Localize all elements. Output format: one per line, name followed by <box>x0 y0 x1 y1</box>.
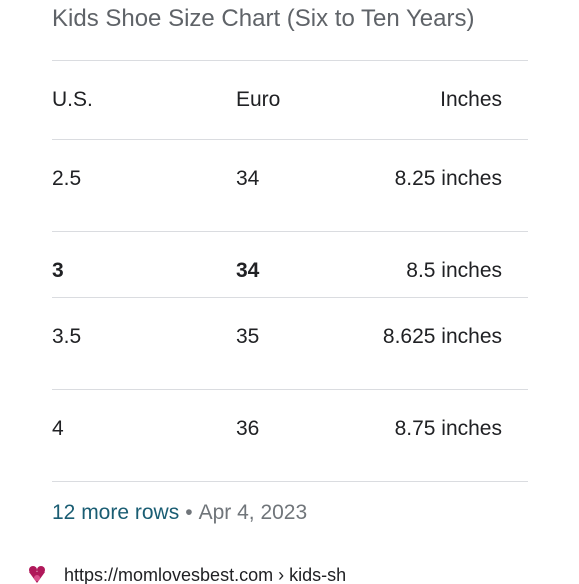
cell-us: 2.5 <box>52 167 82 190</box>
source-url[interactable]: https://momlovesbest.com › kids-sh <box>64 565 347 584</box>
cell-inches: 8.25 inches <box>394 167 502 190</box>
table-row: 4 36 8.75 inches <box>52 390 528 482</box>
table-row: 3 34 8.5 inches <box>52 232 528 298</box>
snippet-date: Apr 4, 2023 <box>198 501 308 524</box>
table-header-row: U.S. Euro Inches <box>52 61 528 140</box>
cell-euro: 36 <box>236 417 260 440</box>
source-result[interactable]: https://momlovesbest.com › kids-sh <box>26 560 566 584</box>
cell-inches: 8.625 inches <box>382 325 502 348</box>
cell-us: 3 <box>52 259 64 282</box>
header-euro: Euro <box>236 88 281 111</box>
table-row: 3.5 35 8.625 inches <box>52 298 528 390</box>
snippet-footer: 12 more rows • Apr 4, 2023 <box>52 500 307 526</box>
header-us: U.S. <box>52 88 93 111</box>
cell-inches: 8.5 inches <box>406 259 502 282</box>
cell-us: 4 <box>52 417 64 440</box>
size-table: U.S. Euro Inches 2.5 34 8.25 inches 3 34… <box>52 60 528 482</box>
cell-inches: 8.75 inches <box>394 417 502 440</box>
cell-euro: 35 <box>236 325 260 348</box>
cell-euro: 34 <box>236 259 260 282</box>
heart-logo-icon <box>26 564 48 584</box>
snippet-title: Kids Shoe Size Chart (Six to Ten Years) <box>52 5 475 32</box>
table-row: 2.5 34 8.25 inches <box>52 140 528 232</box>
cell-us: 3.5 <box>52 325 82 348</box>
separator-dot: • <box>185 501 193 524</box>
more-rows-link[interactable]: 12 more rows <box>52 501 180 524</box>
cell-euro: 34 <box>236 167 260 190</box>
header-inches: Inches <box>440 88 502 111</box>
